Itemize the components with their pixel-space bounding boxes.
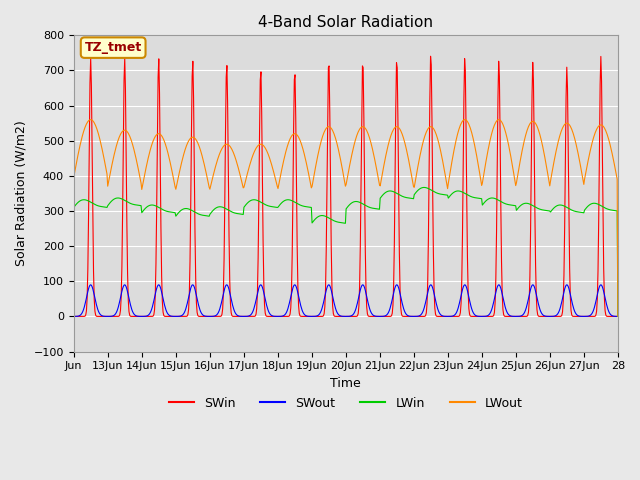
Legend: SWin, SWout, LWin, LWout: SWin, SWout, LWin, LWout (164, 392, 527, 415)
Title: 4-Band Solar Radiation: 4-Band Solar Radiation (259, 15, 433, 30)
Text: TZ_tmet: TZ_tmet (84, 41, 142, 54)
X-axis label: Time: Time (330, 377, 361, 390)
Y-axis label: Solar Radiation (W/m2): Solar Radiation (W/m2) (15, 120, 28, 266)
